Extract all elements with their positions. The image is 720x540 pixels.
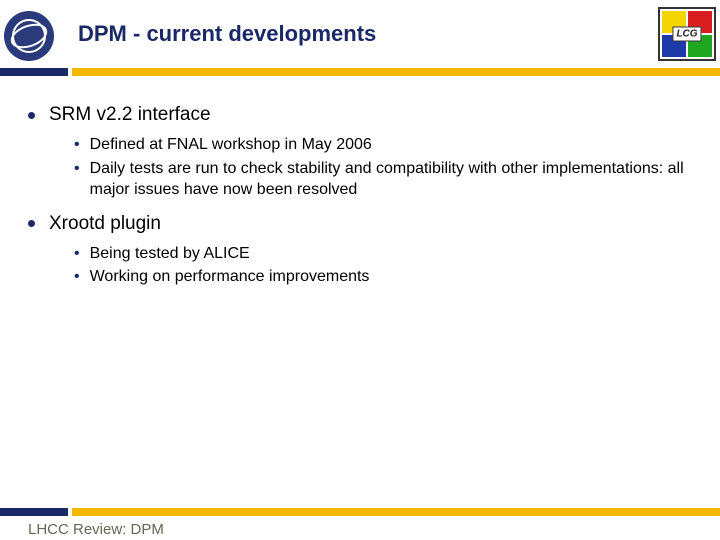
slide-content: SRM v2.2 interface • Defined at FNAL wor… bbox=[0, 76, 720, 288]
sub-bullet-item: • Daily tests are run to check stability… bbox=[74, 158, 692, 201]
bullet-item: Xrootd plugin • Being tested by ALICE • … bbox=[28, 213, 692, 288]
bullet-heading-text: Xrootd plugin bbox=[49, 213, 161, 235]
sub-bullet-list: • Defined at FNAL workshop in May 2006 •… bbox=[74, 134, 692, 201]
sub-bullet-text: Daily tests are run to check stability a… bbox=[90, 158, 692, 201]
bullet-heading: SRM v2.2 interface bbox=[28, 104, 692, 126]
sub-bullet-item: • Being tested by ALICE bbox=[74, 243, 692, 265]
sub-bullet-list: • Being tested by ALICE • Working on per… bbox=[74, 243, 692, 288]
disc-bullet-icon bbox=[28, 220, 35, 227]
dot-bullet-icon: • bbox=[74, 158, 80, 201]
footer-text: LHCC Review: DPM bbox=[28, 521, 164, 538]
slide-header: DPM - current developments LCG bbox=[0, 0, 720, 68]
dot-bullet-icon: • bbox=[74, 243, 80, 265]
sub-bullet-text: Working on performance improvements bbox=[90, 266, 370, 288]
bullet-item: SRM v2.2 interface • Defined at FNAL wor… bbox=[28, 104, 692, 201]
sub-bullet-text: Defined at FNAL workshop in May 2006 bbox=[90, 134, 372, 156]
bullet-heading: Xrootd plugin bbox=[28, 213, 692, 235]
lcg-logo-icon: LCG bbox=[658, 7, 716, 61]
dot-bullet-icon: • bbox=[74, 134, 80, 156]
sub-bullet-item: • Defined at FNAL workshop in May 2006 bbox=[74, 134, 692, 156]
cern-logo-icon bbox=[4, 11, 54, 61]
bullet-heading-text: SRM v2.2 interface bbox=[49, 104, 211, 126]
lcg-logo-label: LCG bbox=[672, 27, 701, 42]
slide-title: DPM - current developments bbox=[78, 21, 658, 47]
disc-bullet-icon bbox=[28, 112, 35, 119]
sub-bullet-text: Being tested by ALICE bbox=[90, 243, 250, 265]
footer-divider bbox=[0, 508, 720, 516]
header-divider bbox=[0, 68, 720, 76]
sub-bullet-item: • Working on performance improvements bbox=[74, 266, 692, 288]
dot-bullet-icon: • bbox=[74, 266, 80, 288]
title-area: DPM - current developments bbox=[54, 21, 658, 47]
